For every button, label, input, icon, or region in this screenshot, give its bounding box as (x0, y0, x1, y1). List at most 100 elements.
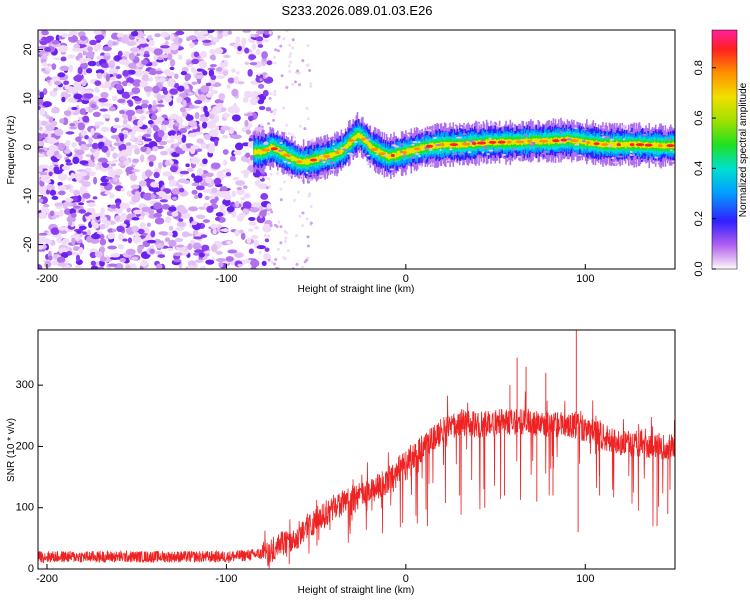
heatmap-noise-cell (134, 147, 141, 155)
heatmap-noise-cell (97, 266, 105, 269)
heatmap-noise-cell (107, 245, 117, 250)
heatmap-noise-cell (139, 154, 145, 163)
heatmap-noise-cell (213, 177, 222, 185)
heatmap-noise-cell (61, 165, 70, 171)
heatmap-noise-cell (291, 38, 295, 42)
heatmap-noise-cell (286, 249, 290, 253)
heatmap-ridge-cell (321, 154, 323, 161)
heatmap-ridge-cell (315, 156, 318, 163)
heatmap-noise-cell (38, 132, 43, 141)
heatmap-noise-cell (70, 251, 79, 256)
heatmap-ridge-cell (420, 144, 422, 151)
heatmap-ridge-cell (291, 155, 293, 162)
heatmap-noise-cell (216, 257, 226, 263)
heatmap-ridge-cell (263, 149, 265, 154)
heatmap-noise-cell (125, 248, 136, 256)
heatmap-ridge-cell (460, 142, 462, 148)
heatmap-noise-cell (389, 168, 395, 171)
heatmap-noise-cell (600, 133, 605, 136)
heatmap-noise-cell (194, 112, 200, 120)
heatmap-ridge-cell (254, 148, 256, 155)
heatmap-noise-cell (202, 70, 208, 76)
heatmap-noise-cell (176, 244, 185, 248)
heatmap-noise-cell (158, 231, 169, 236)
heatmap-noise-cell (306, 244, 310, 248)
heatmap-noise-cell (86, 51, 95, 59)
heatmap-noise-cell (131, 169, 140, 173)
heatmap-noise-cell (57, 185, 67, 191)
heatmap-noise-cell (197, 192, 203, 199)
heatmap-ridge-cell (422, 144, 424, 151)
heatmap-noise-cell (266, 60, 273, 66)
heatmap-peak-cell (616, 143, 621, 147)
heatmap-noise-cell (219, 186, 228, 192)
heatmap-noise-cell (78, 202, 85, 206)
heatmap-noise-cell (54, 202, 63, 207)
snr-xtick-label: 0 (403, 573, 409, 585)
heatmap-noise-cell (256, 48, 261, 56)
heatmap-noise-cell (164, 237, 171, 242)
heatmap-ridge-cell (317, 156, 320, 162)
heatmap-noise-cell (131, 217, 140, 221)
heatmap-peak-cell (515, 140, 525, 144)
heatmap-ridge-cell (269, 145, 272, 151)
heatmap-peak-cell (335, 151, 340, 155)
heatmap-noise-cell (261, 51, 268, 60)
heatmap-noise-cell (128, 100, 134, 107)
heatmap-noise-cell (229, 155, 236, 162)
heatmap-noise-cell (249, 207, 260, 213)
heatmap-noise-cell (165, 139, 175, 143)
heatmap-noise-cell (251, 234, 259, 240)
heatmap-noise-cell (143, 138, 152, 142)
heatmap-ridge-cell (424, 144, 427, 149)
heatmap-noise-cell (62, 239, 67, 246)
heatmap-noise-cell (83, 58, 92, 62)
heatmap-noise-cell (152, 125, 159, 132)
heatmap-noise-cell (168, 206, 177, 212)
heatmap-peak-cell (657, 144, 663, 148)
spectrogram-y-axis: -20 -10 0 10 20 (22, 43, 43, 253)
heatmap-noise-cell (273, 55, 277, 59)
heatmap-noise-cell (247, 69, 253, 77)
heatmap-noise-cell (582, 128, 588, 131)
heatmap-noise-cell (72, 120, 80, 124)
heatmap-ridge-cell (413, 147, 416, 154)
heatmap-ridge-cell (536, 139, 539, 145)
spectrogram-ytick-label: 20 (22, 43, 34, 55)
heatmap-noise-cell (120, 149, 129, 158)
heatmap-noise-cell (39, 171, 48, 176)
heatmap-noise-cell (283, 257, 287, 261)
heatmap-noise-cell (663, 133, 668, 136)
heatmap-noise-cell (283, 240, 287, 244)
heatmap-noise-cell (237, 45, 242, 52)
heatmap-noise-cell (58, 190, 66, 196)
heatmap-noise-cell (270, 260, 274, 264)
heatmap-noise-cell (243, 192, 251, 199)
heatmap-peak-cell (477, 141, 487, 145)
heatmap-ridge-cell (496, 139, 499, 145)
heatmap-noise-cell (161, 120, 170, 125)
heatmap-noise-cell (148, 39, 155, 47)
heatmap-ridge-cell (332, 151, 335, 157)
heatmap-ridge-cell (303, 158, 306, 164)
heatmap-noise-cell (255, 30, 266, 35)
heatmap-noise-cell (127, 149, 132, 156)
heatmap-noise-cell (173, 73, 179, 80)
heatmap-noise-cell (629, 150, 633, 153)
heatmap-noise-cell (249, 62, 258, 66)
heatmap-noise-cell (202, 158, 208, 165)
heatmap-noise-cell (95, 164, 100, 171)
heatmap-noise-cell (165, 148, 172, 152)
heatmap-noise-cell (140, 146, 147, 153)
heatmap-noise-cell (117, 243, 125, 250)
heatmap-noise-cell (44, 37, 52, 43)
heatmap-noise-cell (104, 139, 113, 146)
heatmap-noise-cell (155, 250, 163, 255)
heatmap-ridge-cell (432, 142, 434, 149)
heatmap-noise-cell (114, 55, 121, 61)
heatmap-noise-cell (547, 154, 553, 157)
heatmap-ridge-cell (386, 153, 389, 159)
heatmap-noise-cell (120, 212, 127, 220)
heatmap-ridge-cell (316, 156, 319, 163)
heatmap-noise-cell (122, 238, 128, 242)
